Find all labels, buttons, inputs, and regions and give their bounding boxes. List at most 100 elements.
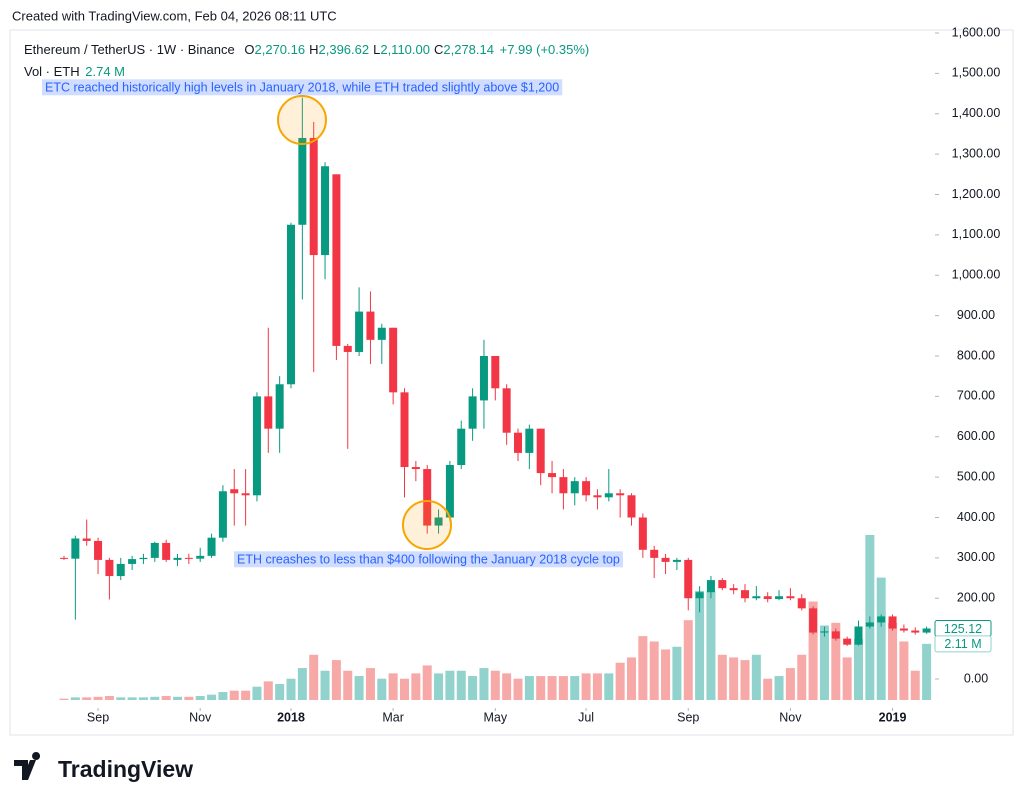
candle-body — [207, 537, 216, 556]
volume-label: Vol · ETH — [24, 64, 80, 79]
volume-bar — [683, 620, 693, 700]
volume-bar — [218, 692, 228, 700]
annotation: ETC reached historically high levels in … — [42, 79, 563, 96]
legend-row: Ethereum / TetherUS · 1W · Binance O2,27… — [24, 42, 591, 57]
candle-body — [423, 469, 432, 526]
annotation-text: ETC reached historically high levels in … — [45, 80, 559, 94]
candle-body — [355, 311, 364, 352]
volume-bar — [649, 641, 659, 700]
x-tick-label: 2018 — [277, 710, 305, 724]
candle-body — [922, 628, 931, 633]
candle-body — [548, 473, 557, 478]
y-tick-label: 1,400.00 — [952, 106, 1001, 120]
volume-bar — [638, 636, 648, 700]
candle-body — [411, 467, 420, 470]
candle-body — [94, 540, 103, 560]
volume-bar — [207, 694, 217, 700]
ohlc-key: O — [244, 42, 255, 57]
volume-bar — [502, 673, 512, 700]
candle-body — [173, 557, 182, 560]
volume-legend: Vol · ETH 2.74 M — [24, 64, 127, 79]
volume-bar — [93, 696, 103, 700]
volume-bar — [672, 646, 682, 700]
volume-bar — [615, 662, 625, 700]
candle-body — [854, 626, 863, 645]
candle-body — [695, 592, 704, 599]
volume-bar — [740, 660, 750, 700]
y-tick-label: 500.00 — [957, 469, 995, 483]
candle-body — [570, 481, 579, 494]
candle-body — [877, 616, 886, 623]
candle-body — [582, 481, 591, 496]
volume-layer — [59, 535, 932, 700]
volume-bar — [343, 670, 353, 700]
candle-body — [139, 557, 148, 560]
volume-bar — [695, 590, 705, 700]
volume-bar — [592, 673, 602, 700]
logo: TradingView — [14, 752, 193, 782]
volume-bar — [570, 676, 580, 700]
candle-body — [514, 432, 522, 453]
x-tick-label: Sep — [87, 710, 109, 724]
axis-layer: 0.00 200.00 300.00 400.00 500.00 600.00 700.00… — [87, 25, 1000, 724]
volume-bar — [320, 670, 330, 700]
y-tick-label: 700.00 — [957, 389, 995, 403]
candle-body — [638, 517, 647, 550]
volume-bar — [116, 697, 126, 700]
y-tick-label: 800.00 — [957, 348, 995, 362]
candle-body — [911, 630, 920, 633]
x-tick-label: Mar — [382, 710, 404, 724]
candle-body — [491, 356, 500, 389]
volume-bar — [411, 673, 421, 700]
volume-bar — [910, 670, 920, 700]
volume-bar — [604, 673, 614, 700]
candle-body — [321, 166, 330, 256]
volume-bar — [581, 673, 591, 700]
volume-bar — [899, 641, 909, 700]
volume-bar — [161, 696, 171, 700]
candle-body — [298, 137, 307, 225]
annotation-box — [234, 551, 623, 568]
volume-bar — [173, 696, 182, 700]
watermark: Created with TradingView.com, Feb 04, 20… — [12, 8, 337, 23]
candle-body — [230, 489, 239, 494]
volume-bar — [819, 625, 829, 700]
volume-value: 2.74 M — [85, 64, 125, 79]
candle-body — [343, 345, 352, 352]
candle-body — [888, 616, 897, 629]
candle-body — [309, 137, 318, 256]
candle-body — [763, 596, 772, 600]
candle-body — [150, 542, 159, 558]
ohlc-key: H — [309, 42, 319, 57]
volume-bar — [876, 577, 886, 700]
candle-body — [116, 563, 125, 577]
volume-bar — [808, 601, 818, 700]
candle-body — [218, 491, 227, 538]
candle-body — [82, 538, 91, 541]
volume-bar — [831, 622, 841, 700]
candle-body — [241, 493, 250, 496]
candle-body — [128, 559, 137, 564]
candle-body — [865, 622, 874, 627]
ohlc-value: 2,110.00 — [380, 42, 430, 57]
x-tick-label: Sep — [677, 710, 699, 724]
candle-body — [105, 559, 114, 577]
y-tick-label: 1,000.00 — [952, 268, 1001, 282]
volume-bar — [774, 676, 784, 700]
logo-icon — [14, 752, 41, 780]
candle-body — [650, 549, 659, 558]
candle-body — [275, 384, 284, 429]
candle-body — [60, 557, 68, 559]
candle-body — [525, 428, 534, 453]
x-tick-label: Jul — [578, 710, 594, 724]
candle-body — [752, 596, 761, 599]
logo-text: TradingView — [58, 756, 193, 782]
volume-bar — [524, 676, 534, 700]
candle-layer — [60, 97, 931, 646]
annotation-text: ETH creashes to less than $400 following… — [237, 552, 620, 566]
volume-bar — [513, 678, 523, 700]
candle-body — [616, 493, 625, 496]
last-price-label: 125.12 — [944, 622, 982, 636]
volume-bar — [888, 622, 898, 700]
volume-bar — [309, 654, 319, 700]
